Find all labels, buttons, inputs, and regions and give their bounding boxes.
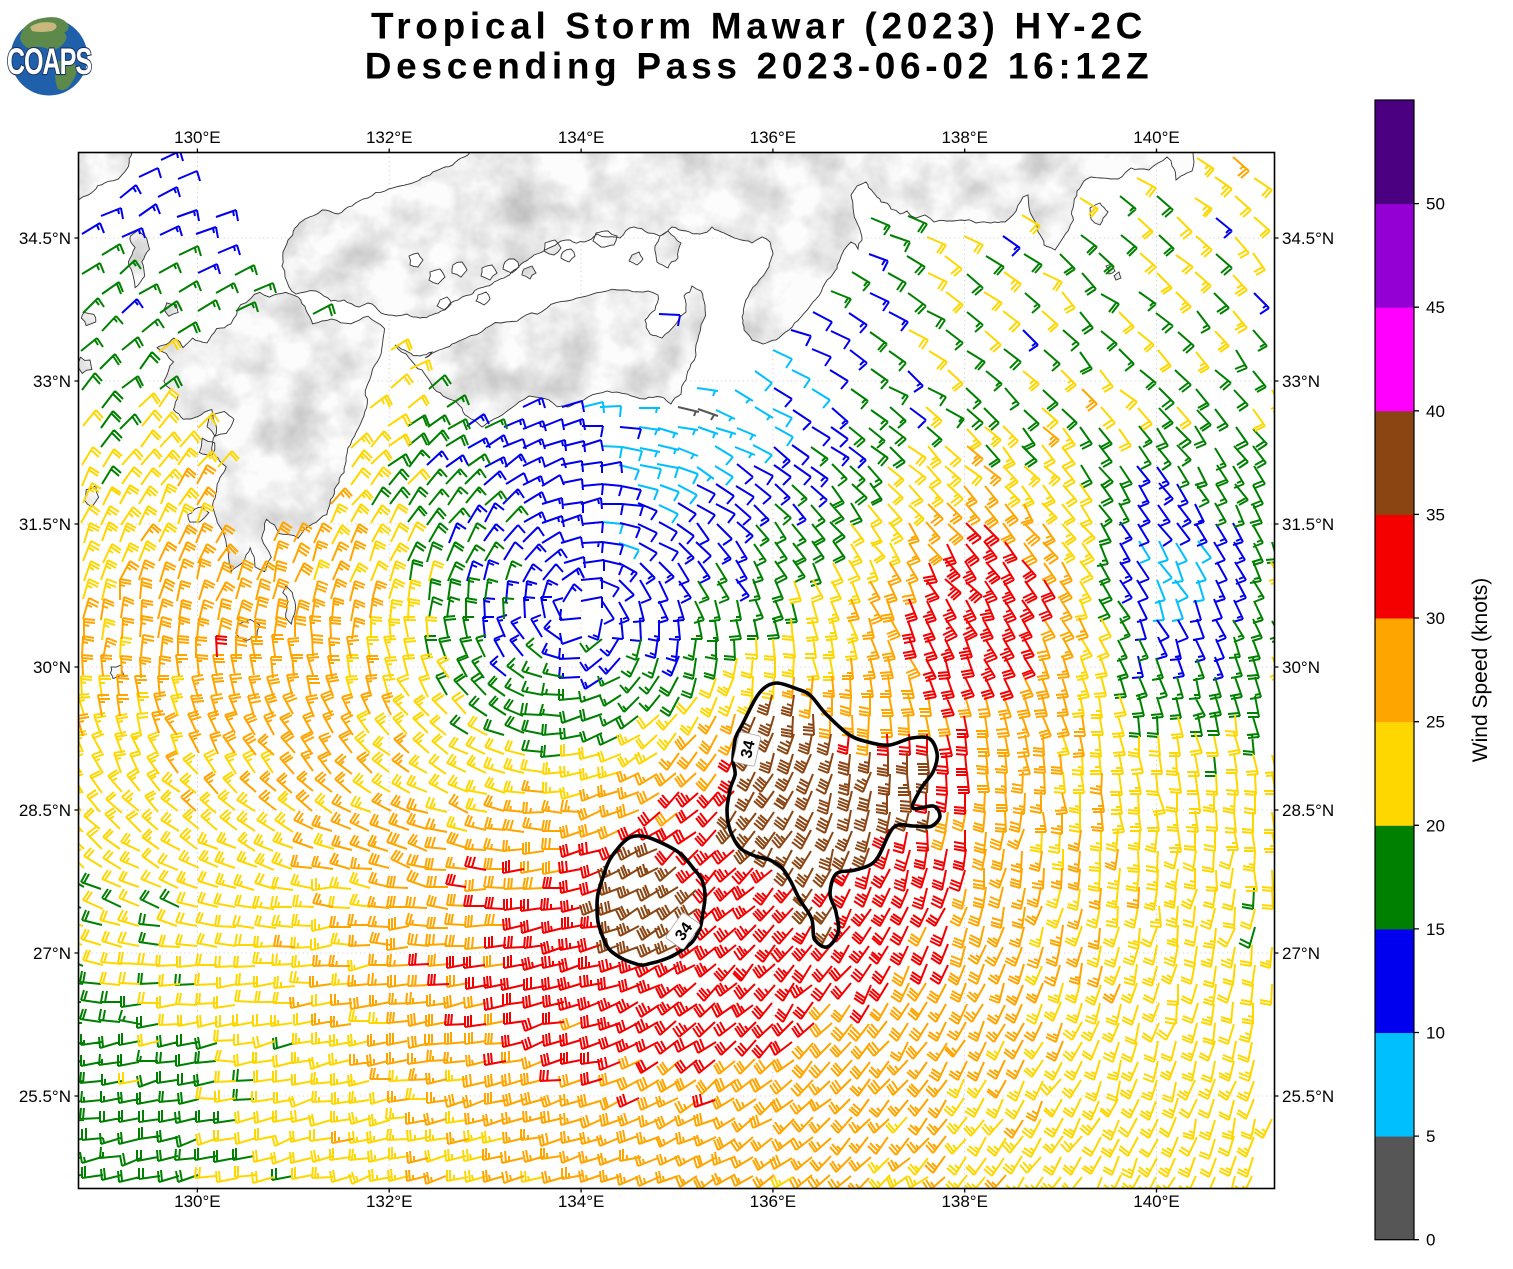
svg-text:Descending Pass 2023-06-02 16:: Descending Pass 2023-06-02 16:12Z xyxy=(365,46,1154,87)
svg-text:15: 15 xyxy=(1426,920,1445,939)
svg-text:Tropical Storm Mawar (2023) HY: Tropical Storm Mawar (2023) HY-2C xyxy=(371,6,1147,47)
svg-text:134°E: 134°E xyxy=(558,1192,605,1211)
svg-text:130°E: 130°E xyxy=(174,1192,221,1211)
svg-text:30°N: 30°N xyxy=(33,658,71,677)
svg-text:140°E: 140°E xyxy=(1133,128,1180,147)
svg-text:Wind Speed (knots): Wind Speed (knots) xyxy=(1469,578,1492,762)
svg-text:45: 45 xyxy=(1426,298,1445,317)
svg-text:10: 10 xyxy=(1426,1024,1445,1043)
svg-text:5: 5 xyxy=(1426,1127,1435,1146)
svg-text:28.5°N: 28.5°N xyxy=(1282,801,1334,820)
svg-text:35: 35 xyxy=(1426,505,1445,524)
svg-text:0: 0 xyxy=(1426,1231,1435,1250)
svg-text:27°N: 27°N xyxy=(1282,944,1320,963)
svg-text:40: 40 xyxy=(1426,402,1445,421)
svg-text:25.5°N: 25.5°N xyxy=(19,1087,71,1106)
svg-text:25: 25 xyxy=(1426,713,1445,732)
svg-text:COAPS: COAPS xyxy=(7,40,91,82)
svg-text:30°N: 30°N xyxy=(1282,658,1320,677)
svg-text:27°N: 27°N xyxy=(33,944,71,963)
svg-text:34.5°N: 34.5°N xyxy=(1282,229,1334,248)
svg-text:132°E: 132°E xyxy=(366,1192,413,1211)
svg-text:138°E: 138°E xyxy=(941,1192,988,1211)
svg-text:20: 20 xyxy=(1426,816,1445,835)
svg-text:34.5°N: 34.5°N xyxy=(19,229,71,248)
svg-text:31.5°N: 31.5°N xyxy=(1282,515,1334,534)
svg-text:30: 30 xyxy=(1426,609,1445,628)
svg-text:136°E: 136°E xyxy=(750,128,797,147)
svg-text:33°N: 33°N xyxy=(1282,372,1320,391)
svg-text:34: 34 xyxy=(738,739,759,760)
svg-text:25.5°N: 25.5°N xyxy=(1282,1087,1334,1106)
svg-text:134°E: 134°E xyxy=(558,128,605,147)
svg-text:33°N: 33°N xyxy=(33,372,71,391)
svg-text:31.5°N: 31.5°N xyxy=(19,515,71,534)
svg-text:130°E: 130°E xyxy=(174,128,221,147)
svg-text:138°E: 138°E xyxy=(941,128,988,147)
svg-text:50: 50 xyxy=(1426,195,1445,214)
svg-text:140°E: 140°E xyxy=(1133,1192,1180,1211)
svg-text:132°E: 132°E xyxy=(366,128,413,147)
svg-text:28.5°N: 28.5°N xyxy=(19,801,71,820)
svg-text:136°E: 136°E xyxy=(750,1192,797,1211)
